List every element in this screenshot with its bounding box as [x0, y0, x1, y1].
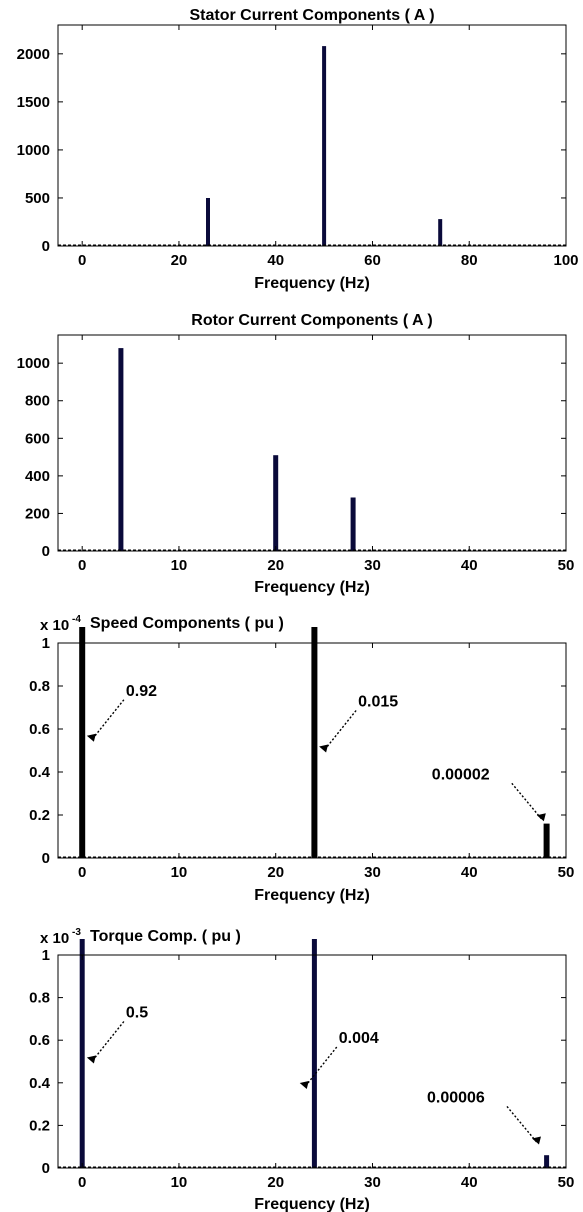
x-tick-label: 50: [558, 557, 575, 574]
x-tick-label: 80: [461, 252, 478, 269]
annotation-label: 0.00006: [427, 1089, 485, 1106]
y-exponent-label: x 10: [40, 617, 69, 634]
x-tick-label: 10: [171, 557, 188, 574]
bar: [79, 939, 85, 1168]
y-tick-label: 0.4: [29, 1075, 51, 1092]
y-tick-label: 0.2: [29, 807, 50, 824]
x-tick-label: 40: [461, 1174, 478, 1191]
x-axis-label: Frequency (Hz): [254, 1196, 370, 1212]
x-tick-label: 30: [364, 864, 381, 881]
y-tick-label: 2000: [17, 46, 50, 63]
chart-panel-2: 0 10 20 30 40 50 0 200 400 600 800 1000 Frequency (H…: [17, 312, 575, 596]
bar: [322, 46, 327, 246]
y-exponent-label: x 10: [40, 930, 69, 947]
annotation-arrow: [511, 782, 543, 820]
bar: [273, 455, 279, 551]
annotation-label: 0.5: [126, 1005, 148, 1022]
x-tick-label: 20: [267, 557, 284, 574]
bar: [350, 497, 356, 551]
annotation-arrow: [91, 699, 125, 741]
chart-title: Rotor Current Components ( A ): [191, 312, 432, 329]
x-tick-label: 0: [78, 557, 86, 574]
annotation-label: 0.004: [339, 1030, 379, 1047]
chart-title: Speed Components ( pu ): [90, 615, 284, 632]
x-tick-label: 60: [364, 252, 381, 269]
x-axis-label: Frequency (Hz): [254, 579, 370, 596]
annotation-arrowhead: [86, 733, 96, 742]
x-tick-label: 0: [78, 1174, 86, 1191]
x-tick-label: 20: [171, 252, 188, 269]
annotation-arrowhead: [299, 1081, 309, 1090]
x-tick-label: 30: [364, 1174, 381, 1191]
bar: [544, 1155, 550, 1168]
x-tick-label: 20: [267, 864, 284, 881]
y-tick-label: 0: [42, 238, 50, 255]
y-tick-label: 800: [25, 393, 50, 410]
y-exponent-value: -3: [72, 927, 81, 938]
y-tick-label: 500: [25, 190, 50, 207]
annotation-label: 0.00002: [432, 766, 490, 783]
annotation-arrowhead: [86, 1055, 96, 1064]
y-tick-label: 400: [25, 468, 50, 485]
x-tick-label: 40: [461, 864, 478, 881]
annotation-arrow: [91, 1021, 125, 1062]
y-exponent-value: -4: [72, 614, 81, 625]
bar: [543, 823, 550, 858]
y-tick-label: 0: [42, 850, 50, 867]
axes-box: [57, 334, 567, 552]
x-tick-label: 30: [364, 557, 381, 574]
x-tick-label: 40: [461, 557, 478, 574]
chart-panel-4: 0 10 20 30 40 50 0 0.2 0.4 0.6 0.8 1 Frequency (Hz) x…: [29, 927, 574, 1212]
y-tick-label: 1000: [17, 355, 50, 372]
annotation-arrowhead: [319, 744, 329, 753]
annotation-arrow: [506, 1105, 538, 1143]
y-tick-label: 0.8: [29, 678, 50, 695]
bar: [79, 627, 86, 858]
annotation-arrowhead: [531, 1136, 541, 1145]
x-tick-label: 10: [171, 864, 188, 881]
chart-panel-3: 0 10 20 30 40 50 0 0.2 0.4 0.6 0.8 1 Frequency (Hz) x…: [29, 614, 574, 904]
x-tick-label: 100: [553, 252, 578, 269]
y-tick-label: 1500: [17, 94, 50, 111]
x-tick-label: 40: [267, 252, 284, 269]
x-tick-label: 20: [267, 1174, 284, 1191]
x-tick-label: 0: [78, 252, 86, 269]
y-tick-label: 0: [42, 543, 50, 560]
y-tick-label: 0: [42, 1160, 50, 1177]
y-tick-label: 1000: [17, 142, 50, 159]
axes-box: [57, 24, 567, 247]
bar: [311, 627, 318, 858]
axes-box: [57, 642, 567, 859]
y-tick-label: 0.8: [29, 990, 50, 1007]
y-tick-label: 0.6: [29, 721, 50, 738]
chart-title: Stator Current Components ( A ): [189, 7, 434, 24]
x-axis-label: Frequency (Hz): [254, 887, 370, 904]
annotation-arrow: [323, 710, 357, 751]
x-tick-label: 50: [558, 1174, 575, 1191]
bar: [311, 939, 317, 1168]
annotation-label: 0.015: [358, 694, 398, 711]
y-tick-label: 0.2: [29, 1117, 50, 1134]
annotation-label: 0.92: [126, 683, 157, 700]
bar: [206, 198, 210, 246]
y-tick-label: 1: [42, 635, 50, 652]
annotation-arrowhead: [536, 813, 546, 822]
x-tick-label: 0: [78, 864, 86, 881]
y-tick-label: 200: [25, 505, 50, 522]
y-tick-label: 600: [25, 430, 50, 447]
bar: [438, 219, 443, 246]
axes-box: [57, 954, 567, 1169]
x-tick-label: 10: [171, 1174, 188, 1191]
y-tick-label: 1: [42, 947, 50, 964]
x-axis-label: Frequency (Hz): [254, 275, 370, 292]
bar: [118, 348, 124, 551]
y-tick-label: 0.6: [29, 1032, 50, 1049]
annotation-arrow: [304, 1046, 338, 1088]
y-tick-label: 0.4: [29, 764, 51, 781]
x-tick-label: 50: [558, 864, 575, 881]
chart-title: Torque Comp. ( pu ): [90, 928, 241, 945]
